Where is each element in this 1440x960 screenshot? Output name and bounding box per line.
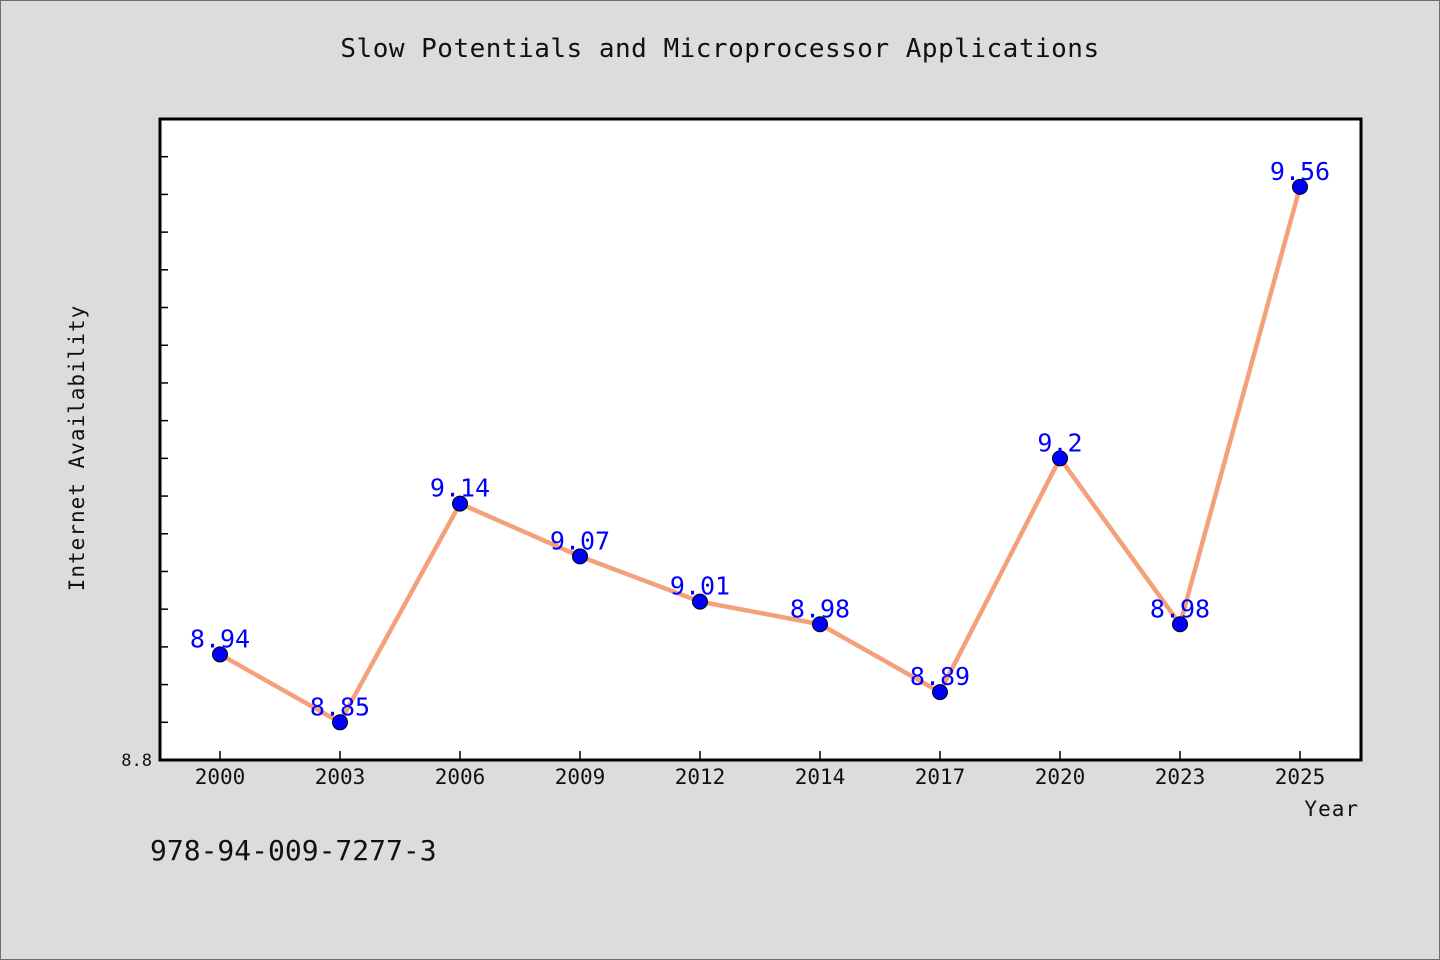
plot-area bbox=[158, 117, 1363, 762]
data-point-marker bbox=[332, 714, 348, 731]
data-point-marker bbox=[932, 684, 948, 701]
x-axis-tick-labels: 2000 2003 2006 2009 2012 2014 2017 2020 2023 2025 bbox=[195, 765, 1326, 789]
x-tick-label: 2014 bbox=[795, 765, 846, 789]
data-point-marker bbox=[1172, 616, 1188, 633]
chart-title: Slow Potentials and Microprocessor Appli… bbox=[340, 34, 1100, 64]
data-label: 8.89 bbox=[910, 662, 970, 691]
x-tick-label: 2000 bbox=[195, 765, 246, 789]
data-label: 8.85 bbox=[310, 692, 370, 721]
x-tick-label: 2023 bbox=[1155, 765, 1206, 789]
x-tick-label: 2009 bbox=[555, 765, 606, 789]
data-label: 9.01 bbox=[670, 572, 730, 601]
y-axis-title: Internet Availability bbox=[65, 305, 89, 592]
data-label: 8.94 bbox=[190, 624, 250, 653]
data-label: 9.07 bbox=[550, 526, 610, 555]
x-axis-title: Year bbox=[1304, 797, 1359, 821]
isbn-code: 978-94-009-7277-3 bbox=[150, 834, 437, 867]
data-label: 8.98 bbox=[790, 594, 850, 623]
x-axis-ticks bbox=[219, 751, 1301, 760]
x-tick-label: 2025 bbox=[1275, 765, 1326, 789]
data-point-marker bbox=[692, 593, 708, 610]
data-label: 9.56 bbox=[1270, 157, 1330, 186]
series-markers bbox=[212, 178, 1308, 731]
data-point-marker bbox=[1292, 178, 1308, 195]
y-tick-label: 8.8 bbox=[121, 751, 152, 771]
y-axis-ticks bbox=[160, 155, 168, 761]
data-point-marker bbox=[452, 495, 468, 512]
data-point-marker bbox=[812, 616, 828, 633]
series-line bbox=[217, 184, 1303, 725]
x-tick-label: 2017 bbox=[915, 765, 966, 789]
x-tick-label: 2012 bbox=[675, 765, 726, 789]
x-tick-label: 2003 bbox=[315, 765, 366, 789]
data-labels: 8.94 8.85 9.14 9.07 9.01 8.98 8.89 9.2 8.98 9.56 bbox=[190, 157, 1330, 721]
data-label: 8.98 bbox=[1150, 594, 1210, 623]
data-point-marker bbox=[1052, 450, 1068, 467]
x-tick-label: 2020 bbox=[1035, 765, 1086, 789]
data-point-marker bbox=[572, 548, 588, 565]
data-point-marker bbox=[212, 646, 228, 663]
data-label: 9.2 bbox=[1037, 428, 1082, 457]
data-label: 9.14 bbox=[430, 474, 490, 503]
x-tick-label: 2006 bbox=[435, 765, 486, 789]
